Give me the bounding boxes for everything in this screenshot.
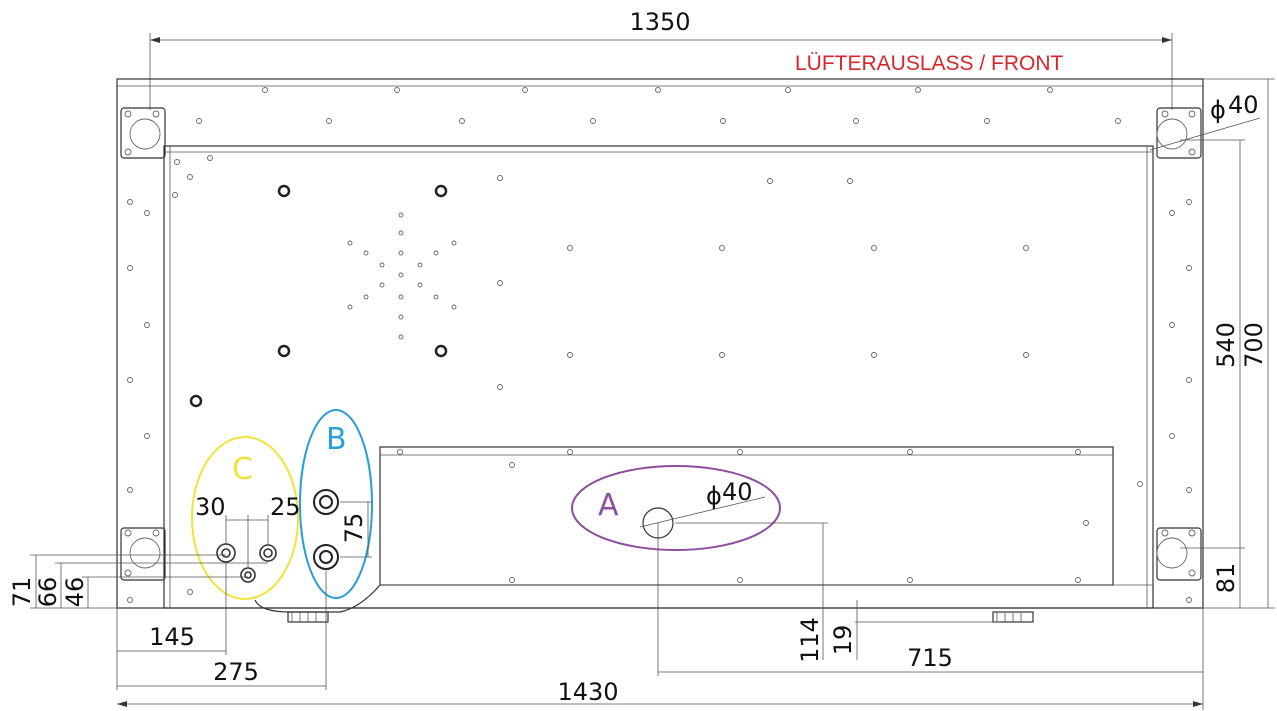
dim-81-label: 81 [1212, 563, 1240, 594]
hex-nuts [189, 184, 448, 408]
callout-b-label: B [326, 422, 347, 457]
dim-46-label: 46 [61, 577, 89, 608]
housing-outline [116, 78, 1204, 623]
dim-540-label: 540 [1212, 322, 1240, 368]
dimension-715: 715 [657, 523, 1204, 710]
diameter-symbol-a: ϕ [706, 482, 722, 510]
dim-1430-label: 1430 [557, 678, 618, 706]
dimension-corner-hole-dia: ϕ 40 [1149, 91, 1261, 151]
callout-c: C 30 25 [191, 436, 301, 600]
dim-66-label: 66 [34, 577, 62, 608]
dimension-540: 540 [1180, 139, 1245, 549]
dimension-left-heights: 71 66 46 [8, 554, 268, 609]
dim-30-label: 30 [195, 493, 226, 521]
dim-75-label: 75 [340, 513, 368, 544]
dim-19-label: 19 [829, 625, 857, 656]
corner-bracket-bottom-left [120, 527, 166, 581]
dim-715-label: 715 [907, 644, 953, 672]
front-label: LÜFTERAUSLASS / FRONT [795, 52, 1064, 75]
vent-pattern [347, 212, 457, 340]
dimension-275: 275 [117, 569, 327, 690]
dimension-700: 700 [1203, 78, 1275, 609]
dim-71-label: 71 [8, 577, 36, 608]
dimension-1430: 1430 [117, 678, 1203, 707]
dimension-19: 19 [829, 600, 1000, 660]
dim-1350-label: 1350 [629, 8, 690, 36]
dim-a-40-label: 40 [722, 478, 753, 506]
dimension-145: 145 [116, 562, 227, 690]
callout-a-label: A [598, 488, 619, 523]
callout-a: A ϕ 40 [571, 465, 781, 551]
dimension-81: 81 [1212, 548, 1241, 608]
dim-25-label: 25 [270, 493, 301, 521]
dimension-114: 114 [675, 522, 828, 663]
diameter-symbol: ϕ [1210, 96, 1226, 124]
dim-700-label: 700 [1240, 322, 1268, 368]
corner-bracket-top-right [1156, 107, 1202, 159]
corner-bracket-top-left [120, 107, 166, 159]
dim-corner-40-label: 40 [1228, 91, 1259, 119]
callout-c-label: C [232, 452, 253, 487]
dimension-1350: 1350 [149, 8, 1173, 110]
dim-275-label: 275 [213, 658, 259, 686]
screw-holes [127, 87, 1192, 603]
callout-b: B 75 [299, 409, 373, 599]
dim-145-label: 145 [149, 623, 195, 651]
corner-bracket-bottom-right [1156, 527, 1202, 581]
dim-114-label: 114 [796, 617, 824, 663]
